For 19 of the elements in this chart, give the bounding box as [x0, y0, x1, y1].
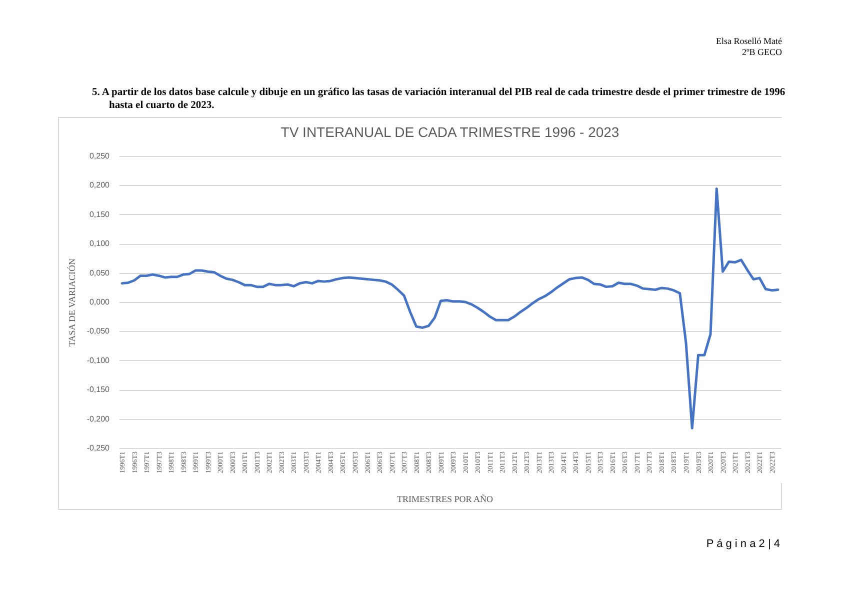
text: P á g i n a 2 | 4 [706, 538, 780, 550]
y-tick-label: 0,250 [89, 152, 110, 160]
y-axis-title: TASA DE VARIACIÓN [66, 258, 77, 346]
y-tick-label: -0,050 [86, 326, 110, 336]
y-tick-label: 0,200 [89, 180, 110, 190]
y-tick-label: -0,250 [86, 444, 110, 452]
y-tick-label: -0,200 [86, 414, 110, 424]
y-tick-label: 0,050 [89, 268, 110, 278]
y-tick-label: -0,150 [86, 385, 110, 394]
y-tick-label: -0,100 [86, 356, 110, 365]
text: 2ºB GECO [742, 47, 782, 57]
line-series [120, 187, 780, 430]
y-tick-label: 0,100 [89, 239, 110, 248]
text: Elsa Roselló Maté [716, 36, 782, 46]
text: 5. A partir de los datos base calcule y dibuje en un gráfico las tasas de variación interanual del PIB real de cada trimestre desde el primer trimestre de 1996 hasta el cuarto de 2023. [92, 86, 786, 112]
y-tick-label: 0,150 [89, 210, 110, 219]
x-axis-title: TRIMESTRES POR AÑO [396, 494, 494, 504]
y-tick-label: 0,000 [89, 298, 110, 306]
chart-title: TV INTERANUAL DE CADA TRIMESTRE 1996 - 2023 [280, 124, 620, 140]
